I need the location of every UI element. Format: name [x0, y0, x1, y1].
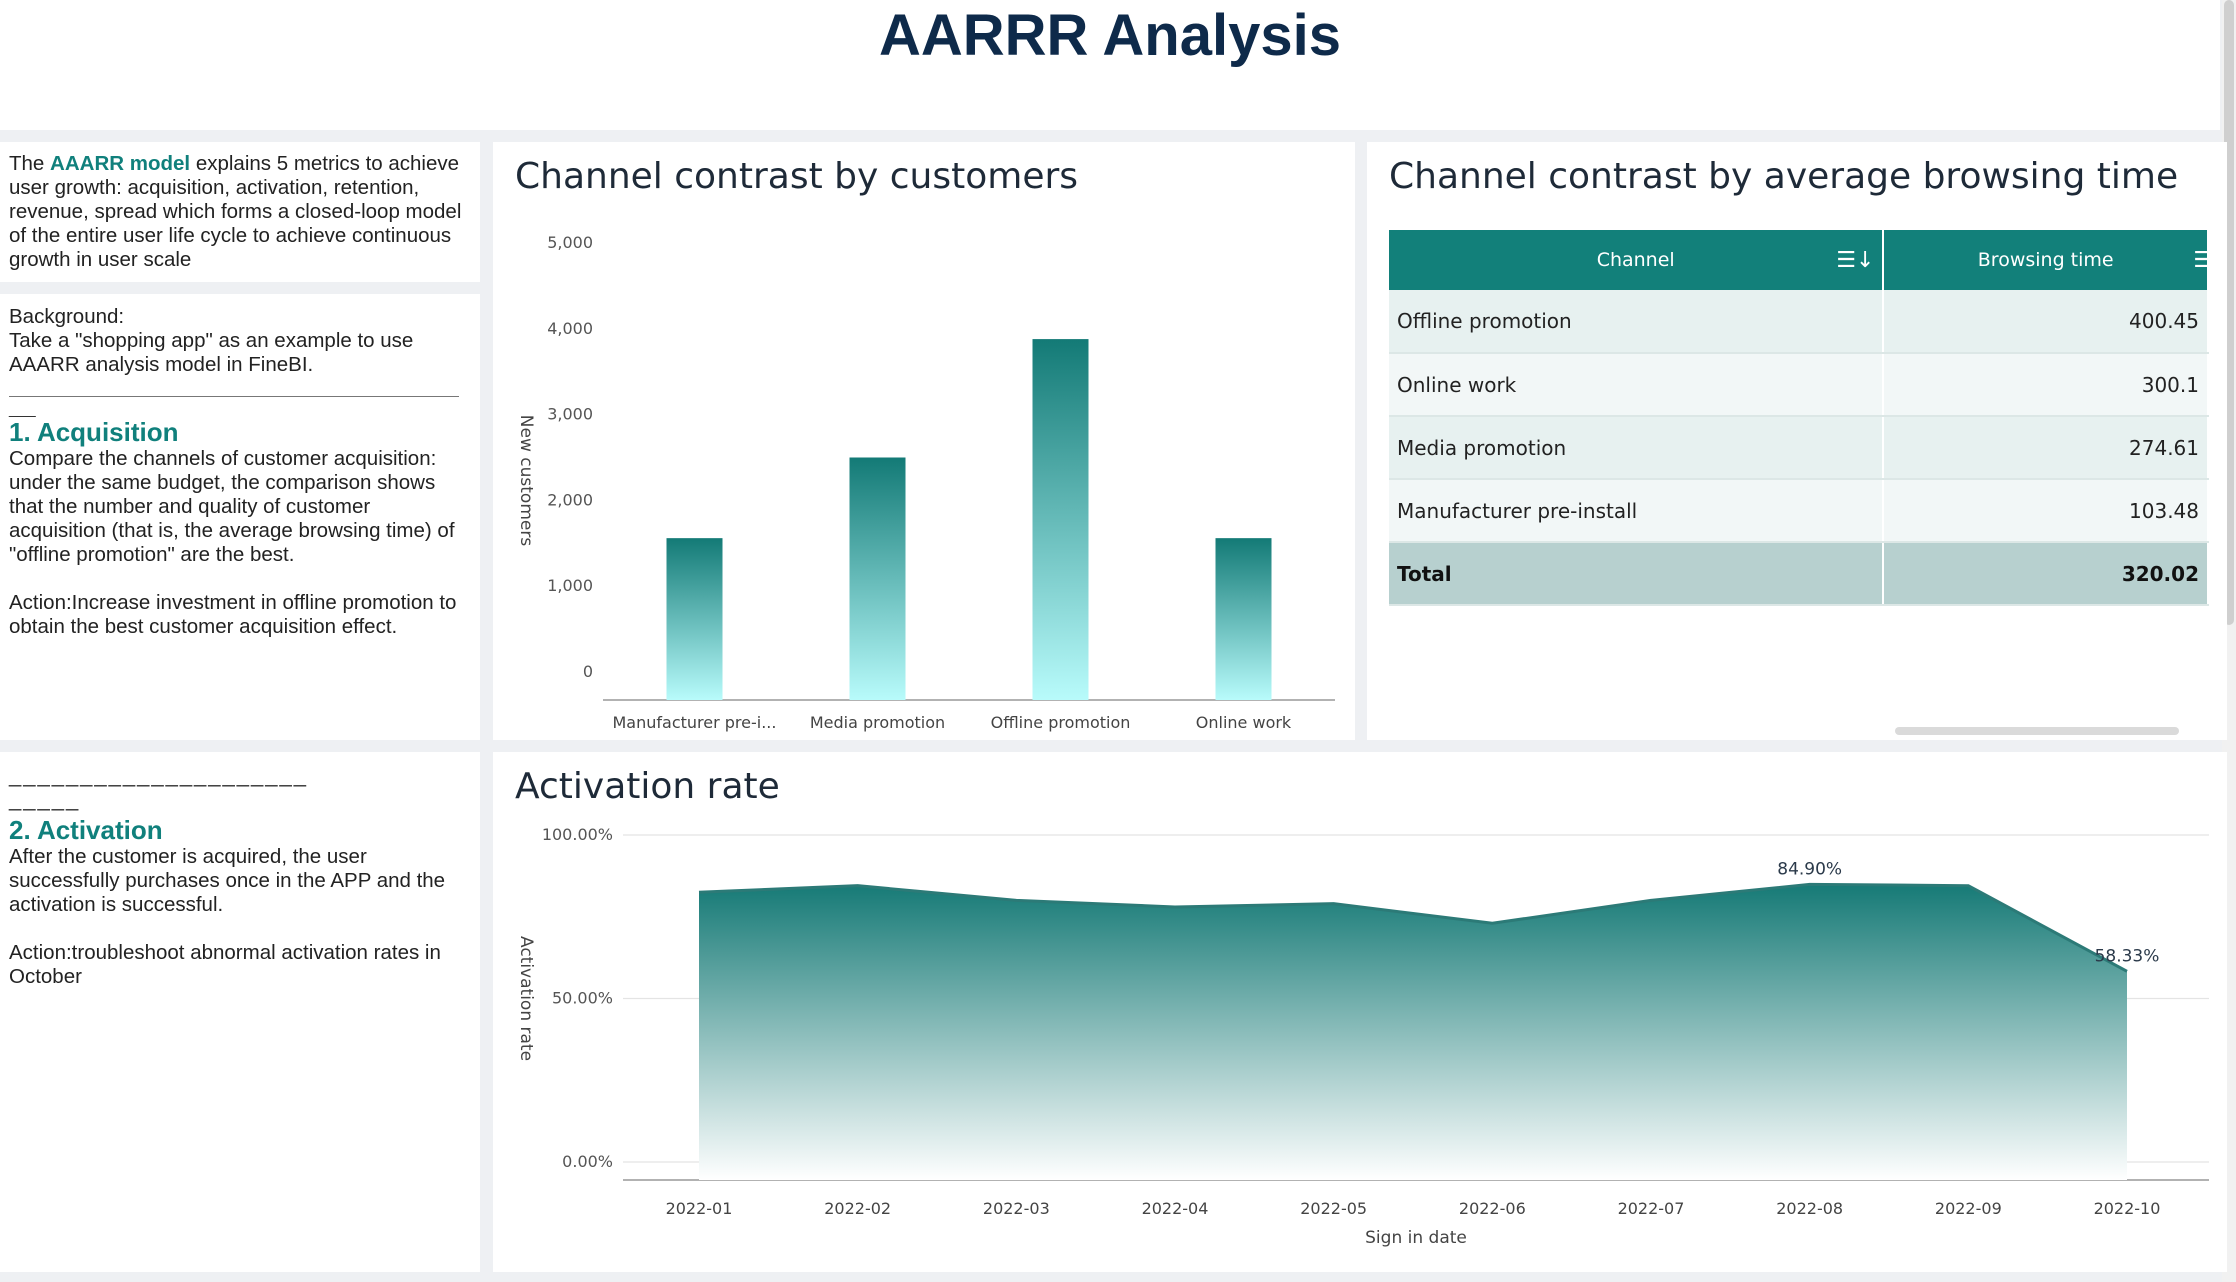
x-tick-label: 2022-01 [666, 1199, 733, 1218]
acquisition-text: Compare the channels of customer acquisi… [9, 447, 455, 566]
dash-line-1: _____________________ [9, 762, 308, 787]
browsing-time-cell: 300.1 [1883, 353, 2209, 417]
table-title: Channel contrast by average browsing tim… [1389, 156, 2179, 197]
x-tick-label: 2022-08 [1776, 1199, 1843, 1218]
channel-cell: Media promotion [1389, 416, 1885, 480]
x-tick-label: 2022-04 [1142, 1199, 1209, 1218]
intro-text: explains 5 metrics to achieve user growt… [9, 152, 462, 271]
total-row: Total 320.02 [1389, 542, 2209, 606]
model-name: AAARR model [50, 152, 191, 175]
acquisition-panel: Background: Take a "shopping app" as an … [0, 294, 480, 740]
browsing-time-cell: 274.61 [1883, 416, 2209, 480]
x-axis-label: Sign in date [1365, 1228, 1467, 1248]
x-tick-label: 2022-07 [1618, 1199, 1685, 1218]
x-tick-label: 2022-03 [983, 1199, 1050, 1218]
area-chart: 0.00% 50.00% 100.00% 2022-01 2022-02 2022-03 2… [516, 825, 2209, 1248]
page-title: AARRR Analysis [879, 3, 1341, 68]
bar-chart-panel: Channel contrast by customers 0 1,000 2,00… [493, 142, 1355, 740]
dash-line-2: _____ [9, 786, 81, 811]
column-header-browsing-time[interactable]: Browsing time ☰ [1883, 230, 2213, 290]
area-fill [699, 884, 2127, 1180]
browsing-time-cell: 400.45 [1883, 290, 2209, 354]
x-tick-label: 2022-06 [1459, 1199, 1526, 1218]
table-row[interactable]: Manufacturer pre-install 103.48 [1389, 479, 2209, 543]
table-row[interactable]: Online work 300.1 [1389, 353, 2209, 417]
acquisition-heading: 1. Acquisition [9, 417, 179, 447]
table-row[interactable]: Offline promotion 400.45 [1389, 290, 2209, 354]
x-tick-label: 2022-10 [2094, 1199, 2161, 1218]
sort-icon[interactable]: ☰↓ [1836, 248, 1875, 273]
y-tick-label: 0 [583, 662, 593, 681]
activation-text: After the customer is acquired, the user… [9, 845, 446, 916]
y-axis-label: Activation rate [516, 936, 536, 1061]
total-label: Total [1389, 542, 1885, 606]
background-text: Take a "shopping app" as an example to u… [9, 329, 414, 376]
intro-panel: The AAARR model explains 5 metrics to ac… [0, 142, 480, 282]
intro-prefix: The [9, 152, 51, 175]
divider [9, 396, 459, 397]
y-tick-label: 1,000 [547, 576, 593, 595]
y-tick-label: 4,000 [547, 319, 593, 338]
column-header-label: Browsing time [1977, 249, 2114, 271]
short-dash: ___ [9, 401, 36, 418]
y-axis-label: New customers [516, 415, 536, 547]
activation-action: Action:troubleshoot abnormal activation … [9, 941, 441, 988]
title-bar: AARRR Analysis [0, 0, 2220, 130]
horizontal-scrollbar[interactable] [1895, 727, 2179, 735]
y-tick-label: 50.00% [552, 989, 613, 1008]
column-header-label: Channel [1596, 249, 1675, 271]
browsing-time-cell: 103.48 [1883, 479, 2209, 543]
channel-cell: Online work [1389, 353, 1885, 417]
y-tick-label: 100.00% [542, 825, 613, 844]
x-tick-label: 2022-05 [1300, 1199, 1367, 1218]
table-row[interactable]: Media promotion 274.61 [1389, 416, 2209, 480]
bar [849, 457, 906, 700]
bar-chart-title: Channel contrast by customers [515, 156, 1079, 197]
scrollbar-thumb[interactable] [2224, 0, 2234, 625]
y-tick-label: 5,000 [547, 233, 593, 252]
bar-chart: 0 1,000 2,000 3,000 4,000 5,000 New customers M… [516, 233, 1335, 732]
x-tick-label: 2022-02 [824, 1199, 891, 1218]
background-label: Background: [9, 305, 125, 328]
x-tick-label: Online work [1196, 713, 1292, 732]
x-tick-label: Manufacturer pre-i... [613, 713, 777, 732]
acquisition-action: Action:Increase investment in offline pr… [9, 591, 457, 638]
y-tick-label: 3,000 [547, 405, 593, 424]
column-header-channel[interactable]: Channel ☰↓ [1389, 230, 1885, 290]
data-label: 58.33% [2095, 946, 2160, 966]
bar [1032, 339, 1089, 700]
total-value: 320.02 [1883, 542, 2209, 606]
bar [666, 538, 723, 700]
table-panel: Channel contrast by average browsing tim… [1367, 142, 2227, 740]
data-label: 84.90% [1777, 859, 1842, 879]
y-tick-label: 0.00% [562, 1152, 613, 1171]
area-chart-title: Activation rate [515, 766, 780, 807]
channel-cell: Manufacturer pre-install [1389, 479, 1885, 543]
area-chart-panel: Activation rate 0.00% 50.00% 100.00% 2022-0… [493, 752, 2227, 1272]
x-tick-label: Offline promotion [991, 713, 1131, 732]
y-tick-label: 2,000 [547, 490, 593, 509]
activation-panel: _____________________ _____ 2. Activatio… [0, 752, 480, 1272]
channel-cell: Offline promotion [1389, 290, 1885, 354]
activation-heading: 2. Activation [9, 815, 163, 845]
browsing-time-table: Channel ☰↓ Browsing time ☰ Offline promoti… [1389, 230, 2213, 606]
bar [1215, 538, 1272, 700]
x-tick-label: 2022-09 [1935, 1199, 2002, 1218]
sort-icon[interactable]: ☰ [2193, 248, 2213, 273]
series-line [698, 882, 2128, 973]
x-tick-label: Media promotion [810, 713, 945, 732]
